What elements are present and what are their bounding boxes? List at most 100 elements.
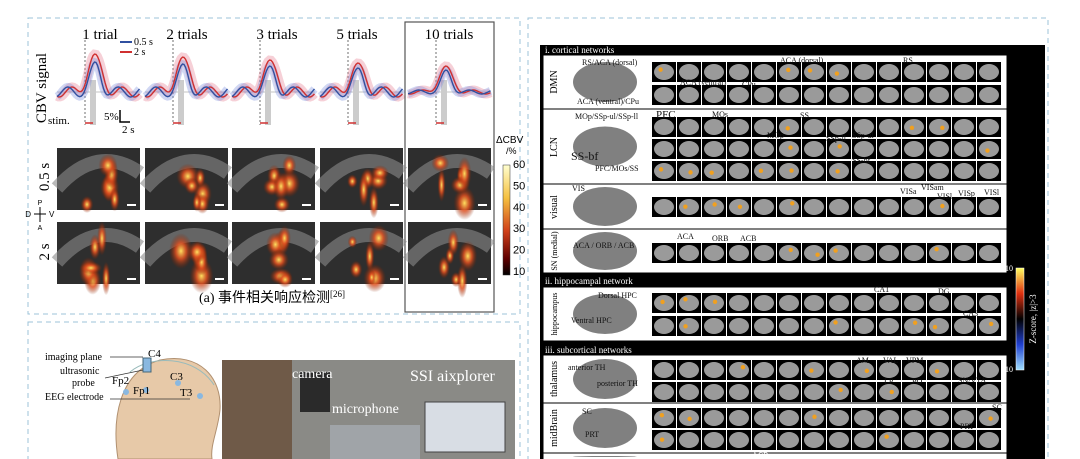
scale-amplitude: 5% [104, 111, 119, 123]
activation [272, 171, 290, 201]
slice [654, 87, 674, 103]
slice-label: VPM [906, 356, 923, 365]
slice-label: ORB [712, 234, 728, 243]
heatmaps [51, 148, 496, 298]
slice [904, 245, 924, 261]
colorbar [502, 164, 511, 276]
slice [879, 245, 899, 261]
scale-bar [302, 278, 311, 280]
brain-label: SC [582, 407, 592, 416]
slice-activation [932, 324, 938, 330]
slice [854, 163, 874, 179]
stim-window [265, 80, 271, 125]
stim-window [441, 80, 447, 125]
brain-label: anterior TH [568, 363, 606, 372]
slice-label: DG [938, 287, 950, 296]
slice [754, 410, 774, 426]
row-label: 2 s [37, 243, 53, 260]
slice-activation [658, 67, 663, 72]
slice [754, 119, 774, 135]
activation [80, 195, 94, 213]
brain-label: VIS [572, 184, 585, 193]
slice [654, 64, 674, 80]
colorbar-tick: 10 [513, 266, 525, 278]
trace [56, 53, 141, 98]
activation [457, 156, 472, 191]
y-label: CBV signal [34, 53, 50, 123]
frames [27, 17, 1049, 459]
row-box [543, 453, 1007, 459]
slice [829, 64, 849, 80]
stim-label: stim. [48, 115, 70, 127]
slice [729, 362, 749, 378]
slice-activation [934, 246, 939, 252]
slice [979, 318, 999, 334]
slice-label: ACA (dorsal) [780, 56, 824, 65]
slice-label: RS [903, 56, 913, 65]
activation [437, 168, 446, 202]
slice [829, 410, 849, 426]
brain-label: PFC/MOs/SS [595, 164, 639, 173]
slice [854, 199, 874, 215]
z-colorbar-max: 10 [1005, 264, 1013, 273]
slice [654, 163, 674, 179]
brain-label: SS-bf [571, 149, 598, 163]
slice-activation [683, 297, 688, 302]
head-label: imaging plane [45, 352, 102, 363]
brain-render [573, 456, 637, 457]
slice-activation [837, 144, 842, 149]
slice [654, 245, 674, 261]
scale-bar [215, 278, 224, 280]
activation [458, 240, 478, 272]
slice [754, 295, 774, 311]
slice-activation [788, 145, 793, 150]
slice-activation [788, 247, 793, 253]
caption: (a) 事件相关响应检测[26] [199, 289, 345, 306]
slice-label: ACA [677, 232, 694, 241]
slice [804, 64, 824, 80]
section-title: i. cortical networks [545, 45, 615, 55]
trial-label: 5 trials [336, 27, 377, 43]
slice [904, 318, 924, 334]
row-label: 0.5 s [37, 163, 53, 192]
slice-activation [709, 170, 714, 175]
electrode-label: C3 [170, 371, 183, 383]
slice [779, 295, 799, 311]
slice [854, 362, 874, 378]
slice [729, 64, 749, 80]
slice-activation [988, 416, 993, 421]
slice [929, 119, 949, 135]
slice [904, 362, 924, 378]
region-labels: RS/ACA (dorsal) ACA (ventral)/CPu ACA (v… [568, 56, 1002, 459]
slice [779, 410, 799, 426]
row-name: visual [549, 195, 560, 219]
slice [954, 141, 974, 157]
row-name: DMN [549, 70, 560, 93]
slice [929, 432, 949, 448]
slice [654, 119, 674, 135]
slice [804, 295, 824, 311]
activation [192, 193, 202, 212]
trace [56, 61, 141, 98]
slice [679, 87, 699, 103]
slice-activation [683, 324, 688, 329]
trial-label: 10 trials [425, 27, 474, 43]
slice-label: VISam [921, 183, 944, 192]
slice [654, 141, 674, 157]
slice [679, 384, 699, 400]
slice [879, 87, 899, 103]
slice [804, 87, 824, 103]
slice [979, 245, 999, 261]
slice [879, 362, 899, 378]
activation [273, 196, 291, 213]
slice [829, 199, 849, 215]
slice [704, 199, 724, 215]
colorbar-title: ΔCBV [496, 135, 524, 146]
brain-render [573, 187, 637, 226]
slice [704, 384, 724, 400]
slice-activation [687, 416, 692, 422]
slice [729, 384, 749, 400]
slice [929, 64, 949, 80]
activation [268, 249, 289, 271]
slice [854, 64, 874, 80]
